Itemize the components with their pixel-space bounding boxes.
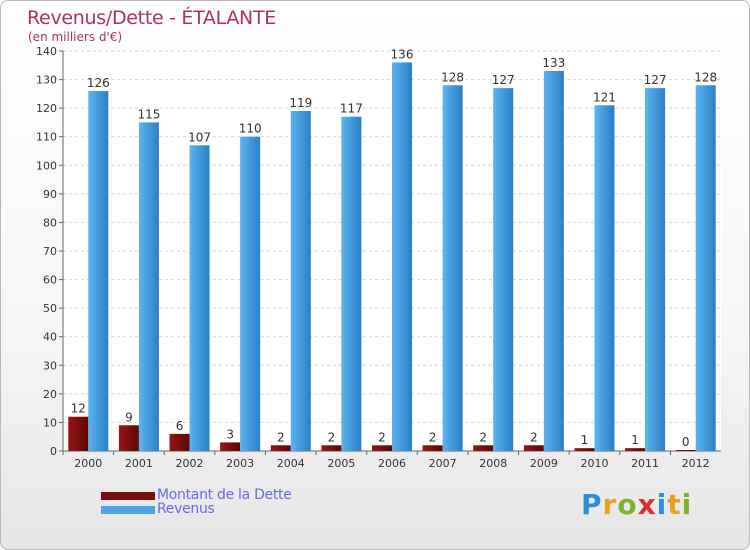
legend-label-dette: Montant de la Dette <box>157 487 292 503</box>
bar-dette <box>422 445 443 451</box>
bar-dette <box>118 425 139 451</box>
bar-dette <box>321 445 342 451</box>
data-label-dette: 12 <box>71 402 86 416</box>
data-label-dette: 2 <box>429 430 437 444</box>
bar-dette <box>270 445 291 451</box>
y-tick-label: 50 <box>43 302 57 315</box>
data-label-dette: 2 <box>530 430 538 444</box>
data-label-revenus: 107 <box>188 130 211 144</box>
x-tick-label: 2003 <box>226 457 254 470</box>
data-label-revenus: 136 <box>391 47 414 61</box>
legend-swatch-revenus <box>101 506 155 514</box>
x-tick-label: 2007 <box>429 457 457 470</box>
bar-revenus <box>543 71 564 451</box>
bar-revenus <box>290 111 311 451</box>
data-label-revenus: 115 <box>137 107 160 121</box>
bar-revenus <box>493 88 514 452</box>
x-tick-label: 2001 <box>125 457 153 470</box>
data-label-dette: 1 <box>631 433 639 447</box>
bar-revenus <box>392 62 412 452</box>
x-tick-label: 2005 <box>327 457 355 470</box>
data-label-dette: 2 <box>378 430 386 444</box>
x-tick-label: 2010 <box>580 457 608 470</box>
x-tick-label: 2008 <box>479 457 507 470</box>
bar-revenus <box>341 116 362 451</box>
y-tick-label: 140 <box>36 45 57 58</box>
bar-dette <box>675 450 696 451</box>
x-tick-label: 2002 <box>176 457 204 470</box>
bar-revenus <box>138 122 159 451</box>
bar-dette <box>625 448 646 451</box>
logo-letter: r <box>602 488 618 521</box>
y-tick-label: 70 <box>43 245 57 258</box>
bar-revenus <box>645 88 666 452</box>
data-label-revenus: 128 <box>441 70 464 84</box>
data-label-revenus: 128 <box>694 70 717 84</box>
x-tick-label: 2009 <box>530 457 558 470</box>
legend-label-revenus: Revenus <box>157 501 215 517</box>
data-label-revenus: 133 <box>542 56 565 70</box>
y-tick-label: 10 <box>43 416 57 429</box>
data-label-revenus: 119 <box>289 96 312 110</box>
logo-letter: o <box>617 488 638 521</box>
bar-revenus <box>594 105 615 452</box>
y-tick-label: 110 <box>36 131 57 144</box>
logo-letter: x <box>637 488 657 521</box>
y-tick-label: 100 <box>36 159 57 172</box>
bar-dette <box>169 433 190 451</box>
chart-title: Revenus/Dette - ÉTALANTE <box>27 7 276 29</box>
x-tick-label: 2006 <box>378 457 406 470</box>
data-label-dette: 3 <box>226 427 234 441</box>
data-label-dette: 2 <box>277 430 285 444</box>
data-label-dette: 1 <box>581 433 589 447</box>
bar-dette <box>473 445 494 451</box>
logo-letter: t <box>667 488 682 521</box>
bar-dette <box>574 448 595 451</box>
x-tick-label: 2012 <box>682 457 710 470</box>
logo-letter: i <box>681 488 693 521</box>
y-tick-label: 60 <box>43 274 57 287</box>
data-label-revenus: 121 <box>593 90 616 104</box>
y-tick-label: 40 <box>43 331 57 344</box>
bar-revenus <box>695 85 716 452</box>
data-label-revenus: 117 <box>340 102 363 116</box>
y-tick-label: 130 <box>36 74 57 87</box>
data-label-dette: 2 <box>479 430 487 444</box>
data-label-dette: 2 <box>328 430 336 444</box>
bar-revenus <box>88 91 109 451</box>
x-tick-label: 2011 <box>631 457 659 470</box>
data-label-dette: 6 <box>176 419 184 433</box>
y-tick-label: 90 <box>43 188 57 201</box>
data-label-revenus: 110 <box>239 122 262 136</box>
bar-revenus <box>189 145 210 452</box>
logo-letter: P <box>581 488 603 521</box>
data-label-dette: 0 <box>682 435 690 449</box>
logo-letter: i <box>656 488 668 521</box>
x-tick-label: 2000 <box>74 457 102 470</box>
data-label-revenus: 127 <box>644 73 667 87</box>
bar-dette <box>220 442 241 451</box>
bar-dette <box>372 445 392 451</box>
bar-revenus <box>240 136 261 451</box>
y-tick-label: 30 <box>43 359 57 372</box>
y-tick-label: 80 <box>43 216 57 229</box>
proxiti-logo: Proxiti <box>581 488 692 521</box>
x-tick-label: 2004 <box>277 457 305 470</box>
data-label-dette: 9 <box>125 410 133 424</box>
data-label-revenus: 126 <box>87 76 110 90</box>
bar-revenus <box>442 85 463 452</box>
y-tick-label: 20 <box>43 388 57 401</box>
data-label-revenus: 127 <box>492 73 515 87</box>
bar-dette <box>523 445 544 451</box>
chart-subtitle: (en milliers d'€) <box>28 30 123 44</box>
y-tick-label: 0 <box>50 445 57 458</box>
y-tick-label: 120 <box>36 102 57 115</box>
bar-dette <box>68 416 89 451</box>
legend-swatch-dette <box>101 492 155 500</box>
